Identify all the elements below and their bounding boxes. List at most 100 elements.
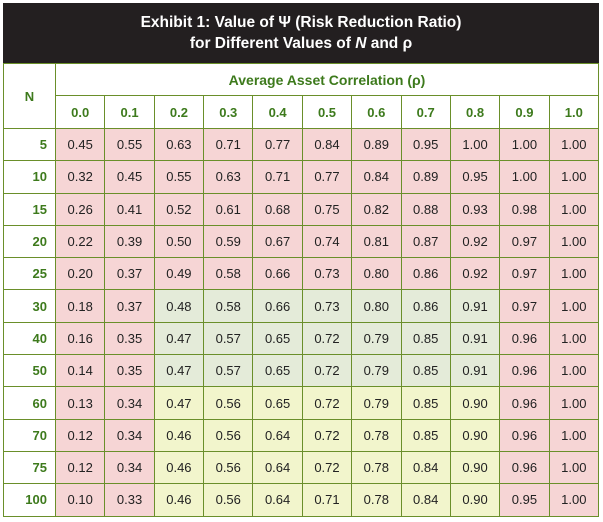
psi-value-cell: 0.85	[400, 321, 451, 356]
psi-value-cell: 0.97	[499, 257, 550, 291]
psi-value-cell: 1.00	[499, 127, 550, 162]
psi-value-cell: 0.97	[499, 289, 550, 323]
table-body: 5 0.45 0.55 0.63 0.71 0.77 0.84 0.89 0.95 1.00 1.0…	[3, 127, 600, 517]
psi-value-cell: 0.48	[153, 289, 205, 323]
row-n-value: 25	[3, 257, 56, 291]
correlation-column-header: 0.3	[203, 95, 254, 129]
psi-value-cell: 0.96	[499, 386, 550, 420]
psi-value-cell: 1.00	[548, 257, 600, 291]
psi-value-cell: 0.92	[449, 224, 501, 259]
psi-value-cell: 1.00	[548, 127, 600, 162]
psi-value-cell: 0.67	[252, 224, 303, 259]
table-row: 20 0.22 0.39 0.50 0.59 0.67 0.74 0.81 0.87 0.92 0.…	[3, 224, 600, 259]
correlation-column-header: 0.0	[54, 95, 106, 129]
psi-value-cell: 1.00	[548, 192, 600, 226]
psi-value-cell: 0.58	[203, 289, 254, 323]
psi-value-cell: 0.34	[104, 386, 155, 420]
psi-value-cell: 0.90	[449, 483, 501, 517]
psi-value-cell: 0.10	[54, 483, 106, 517]
psi-value-cell: 0.72	[301, 321, 353, 356]
psi-value-cell: 0.52	[153, 192, 205, 226]
psi-value-cell: 0.84	[400, 450, 451, 485]
table-row: 25 0.20 0.37 0.49 0.58 0.66 0.73 0.80 0.86 0.92 0.…	[3, 257, 600, 291]
correlation-column-header: 0.6	[351, 95, 402, 129]
psi-value-cell: 0.72	[301, 386, 353, 420]
psi-value-cell: 0.96	[499, 321, 550, 356]
psi-value-cell: 0.64	[252, 483, 303, 517]
psi-value-cell: 0.61	[203, 192, 254, 226]
psi-value-cell: 0.47	[153, 354, 205, 388]
psi-value-cell: 0.55	[104, 127, 155, 162]
psi-value-cell: 0.18	[54, 289, 106, 323]
psi-value-cell: 0.72	[301, 450, 353, 485]
psi-value-cell: 0.85	[400, 418, 451, 452]
correlation-column-header: 0.5	[301, 95, 353, 129]
correlation-column-header: 0.7	[400, 95, 451, 129]
exhibit-header: Exhibit 1: Value of Ψ (Risk Reduction Ra…	[3, 3, 599, 63]
psi-value-cell: 0.84	[301, 127, 353, 162]
correlation-column-header: 0.2	[153, 95, 205, 129]
table-row: 100 0.10 0.33 0.46 0.56 0.64 0.71 0.78 0.84 0.90 0…	[3, 483, 600, 517]
psi-value-cell: 0.33	[104, 483, 155, 517]
psi-value-cell: 1.00	[548, 321, 600, 356]
psi-value-cell: 0.79	[351, 354, 402, 388]
psi-value-cell: 0.22	[54, 224, 106, 259]
row-n-value: 30	[3, 289, 56, 323]
psi-value-cell: 0.95	[499, 483, 550, 517]
psi-value-cell: 0.89	[351, 127, 402, 162]
psi-value-cell: 0.26	[54, 192, 106, 226]
psi-value-cell: 0.59	[203, 224, 254, 259]
psi-value-cell: 0.64	[252, 450, 303, 485]
psi-value-cell: 0.57	[203, 321, 254, 356]
psi-value-cell: 0.79	[351, 321, 402, 356]
psi-value-cell: 0.91	[449, 354, 501, 388]
psi-value-cell: 0.89	[400, 160, 451, 194]
table-row: 5 0.45 0.55 0.63 0.71 0.77 0.84 0.89 0.95 1.00 1.0…	[3, 127, 600, 162]
psi-value-cell: 0.66	[252, 257, 303, 291]
psi-value-cell: 0.47	[153, 321, 205, 356]
table-row: 15 0.26 0.41 0.52 0.61 0.68 0.75 0.82 0.88 0.93 0.…	[3, 192, 600, 226]
psi-value-cell: 0.72	[301, 418, 353, 452]
psi-value-cell: 0.78	[351, 418, 402, 452]
psi-value-cell: 0.64	[252, 418, 303, 452]
psi-value-cell: 0.93	[449, 192, 501, 226]
psi-value-cell: 1.00	[548, 160, 600, 194]
correlation-values-row: 0.0 0.1 0.2 0.3 0.4 0.5 0.6 0.7 0.8 0.9 1.0	[4, 95, 600, 129]
psi-value-cell: 0.46	[153, 418, 205, 452]
exhibit-title-line2: for Different Values of N and ρ	[3, 33, 599, 54]
psi-value-cell: 0.55	[153, 160, 205, 194]
psi-value-cell: 0.96	[499, 354, 550, 388]
psi-value-cell: 0.45	[54, 127, 106, 162]
psi-value-cell: 0.12	[54, 450, 106, 485]
psi-value-cell: 0.49	[153, 257, 205, 291]
psi-value-cell: 0.72	[301, 354, 353, 388]
psi-value-cell: 1.00	[548, 418, 600, 452]
correlation-column-header: 0.1	[104, 95, 155, 129]
psi-value-cell: 0.95	[400, 127, 451, 162]
row-n-value: 10	[3, 160, 56, 194]
table-row: 50 0.14 0.35 0.47 0.57 0.65 0.72 0.79 0.85 0.91 0.…	[3, 354, 600, 388]
title-prefix: for Different Values of	[189, 35, 356, 52]
psi-value-cell: 0.74	[301, 224, 353, 259]
row-n-value: 60	[3, 386, 56, 420]
psi-value-cell: 0.56	[203, 418, 254, 452]
psi-value-cell: 0.87	[400, 224, 451, 259]
n-column-header: N	[3, 63, 56, 129]
correlation-header: Average Asset Correlation (ρ)	[55, 63, 599, 96]
table-row: 75 0.12 0.34 0.46 0.56 0.64 0.72 0.78 0.84 0.90 0.…	[3, 450, 600, 485]
psi-value-cell: 0.45	[104, 160, 155, 194]
correlation-column-header: 0.8	[449, 95, 501, 129]
psi-value-cell: 0.65	[252, 321, 303, 356]
row-n-value: 15	[3, 192, 56, 226]
psi-value-cell: 0.71	[203, 127, 254, 162]
psi-value-cell: 0.39	[104, 224, 155, 259]
row-n-value: 100	[3, 483, 56, 517]
psi-value-cell: 0.90	[449, 386, 501, 420]
psi-value-cell: 0.56	[203, 386, 254, 420]
psi-value-cell: 0.77	[301, 160, 353, 194]
table-row: 10 0.32 0.45 0.55 0.63 0.71 0.77 0.84 0.89 0.95 1.…	[3, 160, 600, 194]
psi-value-cell: 0.96	[499, 418, 550, 452]
psi-value-cell: 0.71	[301, 483, 353, 517]
psi-value-cell: 0.58	[203, 257, 254, 291]
psi-value-cell: 1.00	[548, 289, 600, 323]
